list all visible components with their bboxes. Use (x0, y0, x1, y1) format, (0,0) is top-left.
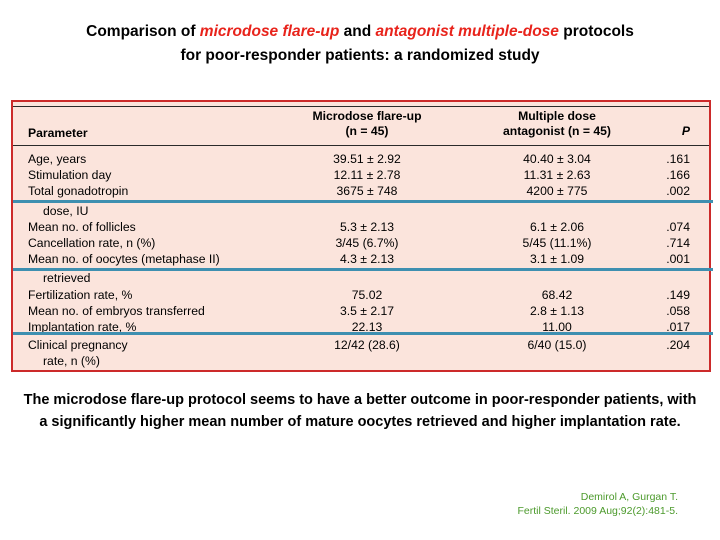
row-param-continuation: rate, n (%) (43, 354, 100, 368)
row-multi-value: 40.40 ± 3.04 (523, 152, 591, 166)
conclusion-caption: The microdose flare-up protocol seems to… (23, 392, 697, 430)
title-text-1: Comparison of (86, 23, 200, 40)
row-p-value: .017 (666, 320, 690, 334)
citation-journal: Fertil Steril. 2009 Aug;92(2):481-5. (517, 505, 678, 517)
row-param: Clinical pregnancy (28, 338, 128, 352)
row-multi-value: 4200 ± 775 (526, 184, 588, 198)
citation-authors: Demirol A, Gurgan T. (580, 491, 678, 503)
row-param: Fertilization rate, % (28, 288, 133, 302)
row-multi-value: 5/45 (11.1%) (522, 236, 592, 250)
row-micro-value: 5.3 ± 2.13 (339, 220, 395, 234)
row-p-value: .058 (666, 304, 690, 318)
header-microdose-line2: (n = 45) (345, 124, 389, 138)
row-param: Mean no. of follicles (28, 220, 136, 234)
row-p-value: .002 (666, 184, 690, 198)
row-micro-value: 3/45 (6.7%) (335, 236, 399, 250)
row-p-value: .714 (666, 236, 690, 250)
title-line-1: Comparison of microdose flare-up and ant… (0, 20, 720, 44)
row-p-value: .149 (666, 288, 690, 302)
row-param: Implantation rate, % (28, 320, 137, 334)
highlight-underline (13, 200, 713, 203)
row-p-value: .161 (666, 152, 690, 166)
row-multi-value: 68.42 (541, 288, 573, 302)
header-multiple-line2: antagonist (n = 45) (502, 124, 611, 138)
row-multi-value: 2.8 ± 1.13 (529, 304, 585, 318)
row-multi-value: 3.1 ± 1.09 (529, 252, 585, 266)
row-multi-value: 11.31 ± 2.63 (523, 168, 591, 182)
row-micro-value: 4.3 ± 2.13 (339, 252, 395, 266)
table-header-rule (13, 145, 709, 146)
title-text-2: and (339, 23, 376, 40)
title-highlight-microdose: microdose flare-up (199, 23, 340, 40)
row-param-continuation: retrieved (43, 271, 91, 285)
row-param: Total gonadotropin (28, 184, 129, 198)
title-line-2: for poor-responder patients: a randomize… (180, 47, 540, 64)
row-p-value: .001 (666, 252, 690, 266)
row-param: Stimulation day (28, 168, 112, 182)
slide-title: Comparison of microdose flare-up and ant… (0, 20, 720, 68)
row-micro-value: 12.11 ± 2.78 (333, 168, 401, 182)
header-p-value: P (681, 124, 690, 138)
row-param: Mean no. of oocytes (metaphase II) (28, 252, 220, 266)
header-multiple-line1: Multiple dose (518, 109, 596, 123)
row-micro-value: 12/42 (28.6) (334, 338, 400, 352)
header-parameter: Parameter (28, 126, 88, 140)
results-table: Parameter Microdose flare-up (n = 45) Mu… (11, 100, 713, 372)
row-param: Cancellation rate, n (%) (28, 236, 156, 250)
title-text-3: protocols (558, 23, 634, 40)
row-p-value: .074 (666, 220, 690, 234)
row-micro-value: 75.02 (351, 288, 383, 302)
highlight-underline (13, 268, 713, 271)
row-param-continuation: dose, IU (43, 204, 89, 218)
row-param: Age, years (28, 152, 87, 166)
header-microdose-line1: Microdose flare-up (312, 109, 422, 123)
title-highlight-antagonist: antagonist multiple-dose (375, 23, 559, 40)
row-micro-value: 39.51 ± 2.92 (333, 152, 401, 166)
citation: Demirol A, Gurgan T. Fertil Steril. 2009… (517, 490, 678, 518)
highlight-underline (13, 332, 713, 335)
row-multi-value: 6.1 ± 2.06 (529, 220, 585, 234)
table-top-rule (13, 106, 709, 107)
row-micro-value: 3.5 ± 2.17 (339, 304, 395, 318)
row-micro-value: 22.13 (351, 320, 383, 334)
row-multi-value: 6/40 (15.0) (527, 338, 587, 352)
row-p-value: .166 (666, 168, 690, 182)
row-micro-value: 3675 ± 748 (336, 184, 398, 198)
row-param: Mean no. of embryos transferred (28, 304, 205, 318)
row-p-value: .204 (666, 338, 690, 352)
row-multi-value: 11.00 (542, 320, 572, 334)
